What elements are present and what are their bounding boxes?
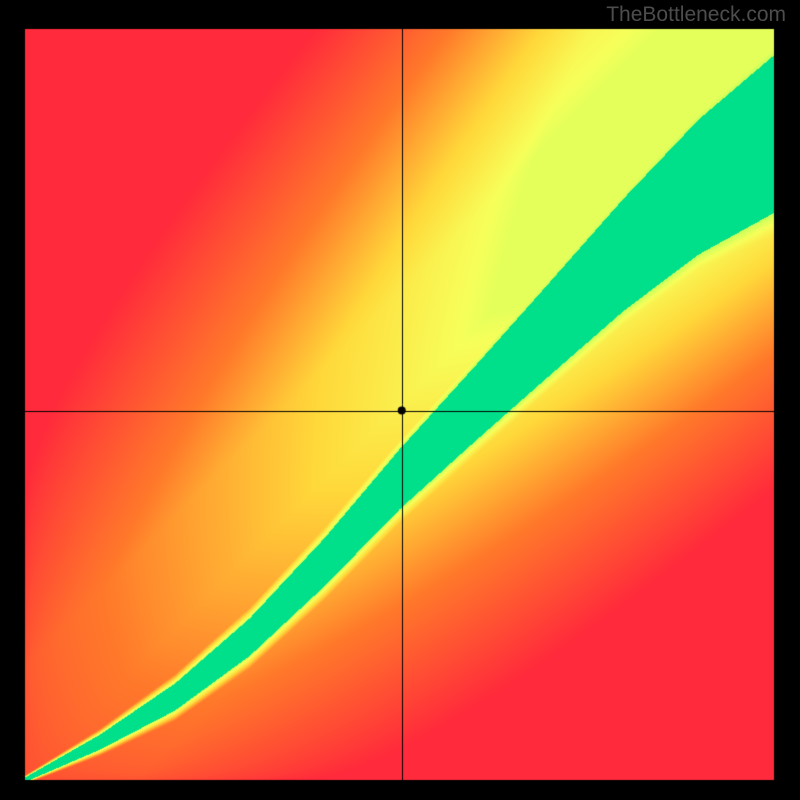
- bottleneck-heatmap: [0, 0, 800, 800]
- watermark-text: TheBottleneck.com: [606, 3, 786, 27]
- heatmap-canvas: [0, 0, 800, 800]
